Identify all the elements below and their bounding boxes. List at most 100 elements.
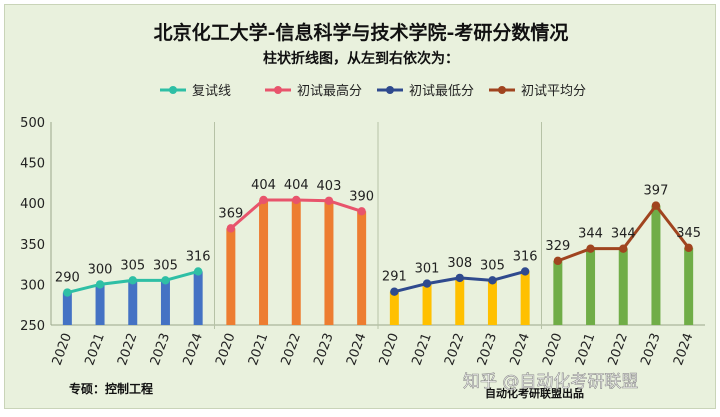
legend-item: 初试最高分 [265, 83, 362, 99]
bar [357, 211, 367, 325]
legend-marker [498, 86, 506, 94]
data-label: 390 [349, 189, 374, 204]
chart-frame: 北京化工大学-信息科学与技术学院-考研分数情况 柱状折线图，从左到右依次为： 复… [4, 4, 716, 409]
data-point [520, 267, 530, 276]
y-axis: 250 300 350 400 450 500 [20, 116, 705, 334]
x-tick-label: 2023 [148, 331, 173, 367]
bar [651, 205, 661, 325]
y-tick-label: 450 [20, 157, 45, 172]
data-point [390, 287, 399, 296]
panel-2: 369 404 404 403 390 2020 2021 2022 2023 2024 [213, 122, 374, 367]
x-tick-label: 2023 [475, 331, 500, 367]
x-tick-label: 2022 [279, 331, 304, 367]
data-label: 403 [317, 179, 342, 194]
y-tick-label: 250 [20, 319, 45, 334]
bar [62, 292, 72, 325]
data-label: 291 [382, 270, 407, 285]
data-label: 345 [676, 226, 701, 241]
legend: 复试线 初试最高分 初试最低分 初试平均分 [160, 83, 586, 99]
data-label: 344 [611, 227, 636, 242]
x-tick-label: 2023 [638, 331, 663, 367]
data-point [684, 243, 693, 253]
bar [487, 280, 497, 325]
data-label: 397 [644, 184, 669, 199]
data-point [651, 201, 661, 210]
bar [95, 284, 105, 325]
data-label: 305 [480, 258, 505, 273]
chart-title: 北京化工大学-信息科学与技术学院-考研分数情况 [154, 21, 569, 44]
data-point [488, 276, 497, 285]
data-point [161, 276, 170, 285]
x-tick-label: 2020 [50, 331, 75, 367]
x-tick-label: 2024 [344, 331, 369, 367]
bar [160, 280, 170, 325]
footer-credit: 自动化考研联盟出品 [485, 386, 584, 400]
data-label: 290 [55, 271, 80, 286]
x-tick-label: 2021 [246, 331, 271, 367]
y-tick-label: 350 [20, 238, 45, 253]
bar [520, 271, 530, 325]
legend-label: 初试最高分 [297, 83, 362, 99]
footer-major: 专硕：控制工程 [69, 381, 153, 396]
x-tick-label: 2022 [115, 331, 140, 367]
data-point [226, 224, 236, 233]
chart-panels: 290 300 305 305 316 2020 2021 2022 2023 2024 369 40… [50, 122, 701, 367]
data-label: 404 [284, 178, 309, 193]
bar [586, 248, 596, 325]
bar [618, 248, 628, 325]
data-label: 305 [153, 258, 178, 273]
legend-label: 复试线 [192, 84, 231, 99]
y-tick-label: 300 [20, 278, 45, 293]
data-label: 316 [513, 249, 538, 264]
data-label: 344 [578, 227, 603, 242]
x-tick-label: 2022 [442, 331, 467, 367]
x-tick-label: 2021 [82, 331, 107, 367]
data-point [455, 273, 464, 283]
data-label: 300 [88, 262, 113, 277]
data-point [357, 207, 366, 216]
legend-label: 初试最低分 [409, 84, 474, 99]
data-label: 305 [120, 258, 145, 273]
y-tick-label: 400 [20, 197, 45, 212]
x-tick-label: 2020 [213, 331, 238, 367]
data-label: 329 [545, 239, 570, 254]
x-tick-label: 2024 [671, 331, 696, 367]
legend-label: 初试平均分 [521, 84, 586, 99]
legend-item: 初试平均分 [489, 84, 586, 99]
chart-canvas: 北京化工大学-信息科学与技术学院-考研分数情况 柱状折线图，从左到右依次为： 复… [20, 21, 705, 400]
bar [128, 280, 138, 325]
x-tick-label: 2021 [573, 331, 598, 367]
legend-item: 复试线 [160, 84, 231, 99]
legend-marker [274, 86, 282, 94]
chart-subtitle: 柱状折线图，从左到右依次为： [263, 50, 459, 67]
data-point [259, 195, 268, 205]
data-point [324, 196, 334, 205]
legend-marker [386, 86, 394, 94]
data-label: 404 [251, 178, 276, 193]
x-tick-label: 2024 [507, 331, 532, 367]
data-point [553, 256, 563, 266]
panel-4: 329 344 344 397 345 2020 2021 2022 2023 2024 [540, 122, 701, 367]
bar [324, 200, 334, 325]
watermark: 知乎 @自动化考研联盟 [463, 372, 638, 392]
bar [226, 228, 236, 325]
x-tick-label: 2020 [377, 331, 402, 367]
data-point [193, 267, 203, 276]
legend-item: 初试最低分 [377, 84, 474, 99]
data-point [63, 288, 72, 297]
x-tick-label: 2020 [540, 331, 565, 367]
data-label: 316 [186, 249, 211, 264]
data-point [422, 279, 432, 288]
panel-1: 290 300 305 305 316 2020 2021 2022 2023 2024 [50, 249, 211, 367]
x-tick-label: 2024 [180, 331, 205, 367]
data-point [292, 195, 301, 205]
legend-marker [169, 86, 177, 94]
data-point [619, 244, 628, 253]
y-tick-label: 500 [20, 116, 45, 131]
bar [389, 291, 399, 325]
bar [193, 271, 203, 325]
x-tick-label: 2023 [311, 331, 336, 367]
data-point [586, 244, 595, 253]
data-label: 369 [218, 206, 243, 221]
bar [291, 199, 301, 325]
